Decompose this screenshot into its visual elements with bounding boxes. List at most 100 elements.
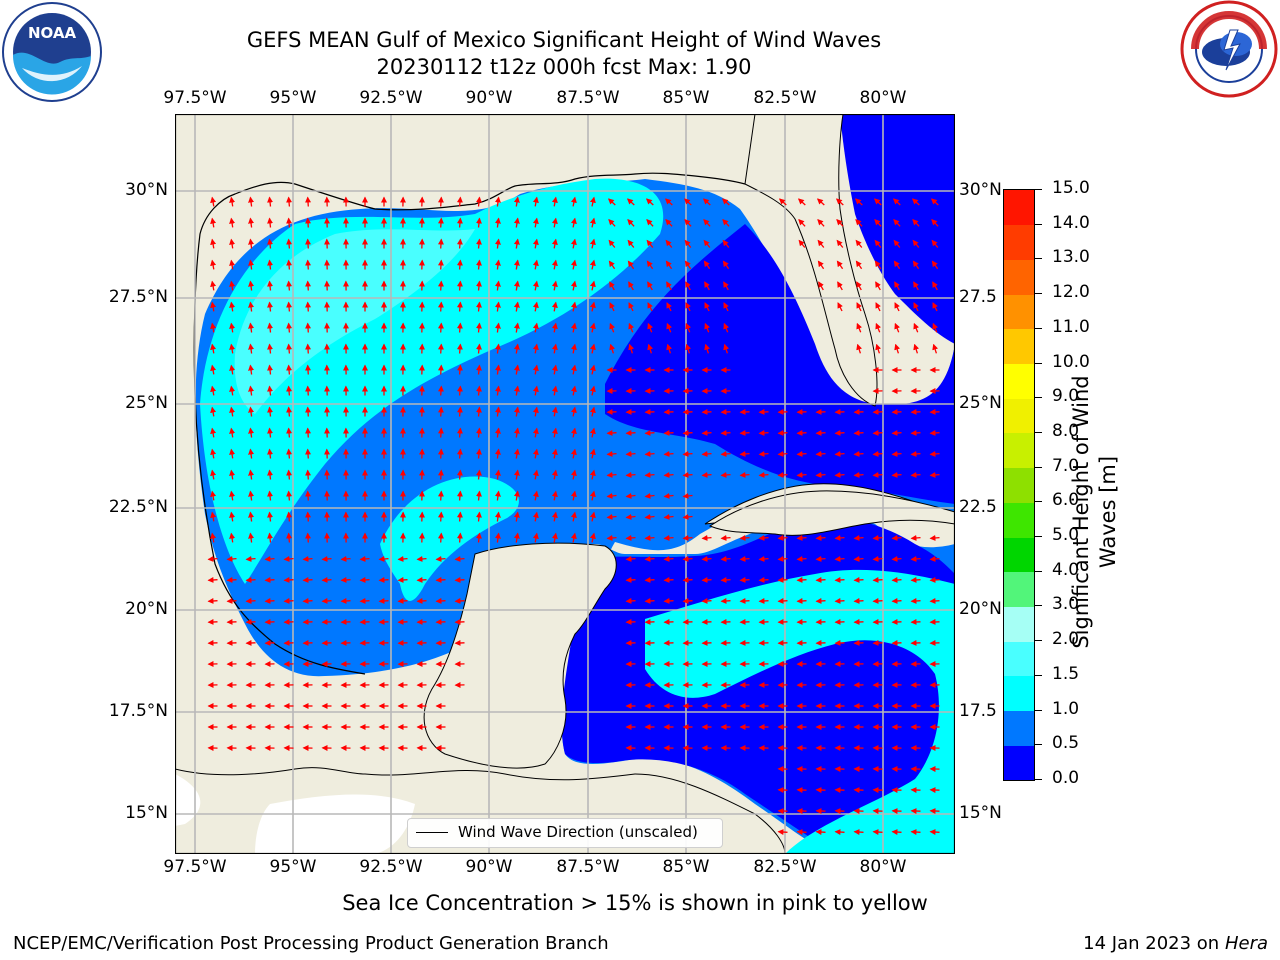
colorbar-segment [1004, 710, 1034, 746]
wave-direction-arrow [910, 429, 921, 436]
wave-direction-arrow [267, 532, 274, 543]
wave-direction-arrow [703, 260, 711, 270]
colorbar-tick-mark [1034, 189, 1042, 190]
wave-direction-arrow [283, 555, 294, 562]
wave-direction-arrow [532, 343, 539, 354]
wave-direction-arrow [701, 429, 712, 436]
wave-direction-arrow [627, 218, 635, 227]
wave-direction-arrow [606, 492, 617, 499]
wave-direction-arrow [494, 511, 501, 522]
wave-direction-arrow [210, 259, 217, 270]
colorbar-tick-label: 13.0 [1052, 247, 1090, 268]
wave-direction-arrow [570, 406, 577, 417]
wave-direction-arrow [305, 490, 312, 501]
wave-direction-arrow [875, 281, 881, 291]
wave-direction-arrow [912, 239, 920, 248]
wave-direction-arrow [929, 576, 940, 583]
wave-direction-arrow [475, 406, 482, 417]
wave-direction-arrow [720, 597, 731, 604]
wave-direction-arrow [437, 343, 444, 354]
wave-direction-arrow [302, 555, 313, 562]
wave-direction-arrow [817, 260, 825, 270]
colorbar-tick-mark [1034, 744, 1042, 746]
wave-direction-arrow [551, 427, 558, 438]
wave-direction-arrow [267, 238, 274, 249]
lon-tick-bot: 92.5°W [359, 857, 423, 877]
wave-direction-arrow [210, 322, 217, 333]
wave-direction-arrow [644, 534, 655, 541]
colorbar-segment [1004, 294, 1034, 330]
wave-direction-arrow [475, 343, 482, 354]
wave-direction-arrow [932, 322, 938, 333]
wave-direction-arrow [475, 217, 482, 228]
lat-tick-right: 27.5 [959, 287, 997, 307]
wave-direction-arrow [437, 259, 444, 270]
wave-direction-arrow [532, 532, 539, 543]
lon-tick-bot: 90°W [465, 857, 513, 877]
wave-direction-arrow [456, 217, 463, 228]
wave-direction-arrow [872, 450, 883, 457]
wave-direction-arrow [475, 238, 482, 249]
lat-tick-right: 20°N [959, 599, 1002, 619]
wave-direction-arrow [229, 238, 236, 249]
wave-direction-arrow [894, 302, 900, 312]
wave-direction-arrow [513, 238, 520, 249]
wave-direction-arrow [456, 511, 463, 522]
wave-direction-arrow [856, 281, 862, 291]
wave-direction-arrow [513, 490, 520, 501]
wave-direction-arrow [682, 471, 693, 478]
colorbar-tick-mark [1034, 640, 1042, 642]
wave-direction-arrow [646, 260, 654, 270]
wave-direction-arrow [625, 534, 636, 541]
wave-direction-arrow [758, 597, 769, 604]
wave-direction-arrow [207, 597, 218, 604]
wave-direction-arrow [286, 322, 293, 333]
wave-direction-arrow [872, 534, 883, 541]
colorbar-segment [1004, 224, 1034, 260]
wave-direction-arrow [437, 301, 444, 312]
wave-direction-arrow [494, 343, 501, 354]
wave-direction-arrow [570, 427, 577, 438]
wave-direction-arrow [513, 364, 520, 375]
colorbar-tick-label: 6.0 [1052, 490, 1080, 511]
wave-direction-arrow [229, 343, 236, 354]
wave-direction-arrow [644, 429, 655, 436]
lat-tick-left: 15°N [125, 803, 168, 823]
wave-direction-arrow [378, 597, 389, 604]
wave-direction-arrow [475, 469, 482, 480]
wave-direction-arrow [777, 576, 788, 583]
map-frame [175, 114, 955, 854]
colorbar-tick-mark [1034, 674, 1042, 676]
wind-wave-arrows [207, 196, 940, 836]
wave-direction-arrow [891, 597, 902, 604]
wave-direction-arrow [416, 597, 427, 604]
wave-direction-arrow [663, 555, 674, 562]
wave-direction-arrow [286, 259, 293, 270]
wave-direction-arrow [913, 302, 919, 312]
wave-direction-arrow [609, 281, 615, 291]
wave-direction-arrow [226, 597, 237, 604]
wave-direction-arrow [644, 576, 655, 583]
colorbar-tick-label: 10.0 [1052, 351, 1090, 372]
colorbar-tick-label: 3.0 [1052, 594, 1080, 615]
wave-direction-arrow [245, 576, 256, 583]
lon-tick-bot: 82.5°W [753, 857, 817, 877]
wave-direction-arrow [210, 469, 217, 480]
wave-direction-arrow [758, 471, 769, 478]
legend-line-sample [416, 832, 448, 833]
wave-direction-arrow [685, 302, 691, 312]
wave-direction-arrow [267, 511, 274, 522]
wave-direction-arrow [248, 238, 255, 249]
wave-direction-arrow [264, 597, 275, 604]
wave-direction-arrow [532, 448, 539, 459]
wave-direction-arrow [475, 196, 482, 207]
wave-direction-arrow [475, 301, 482, 312]
wave-direction-arrow [910, 555, 921, 562]
wave-direction-arrow [321, 576, 332, 583]
wave-direction-arrow [437, 406, 444, 417]
wave-direction-arrow [267, 322, 274, 333]
wave-direction-arrow [929, 450, 940, 457]
wave-direction-arrow [931, 260, 939, 270]
colorbar-segment [1004, 675, 1034, 712]
wave-direction-arrow [437, 427, 444, 438]
